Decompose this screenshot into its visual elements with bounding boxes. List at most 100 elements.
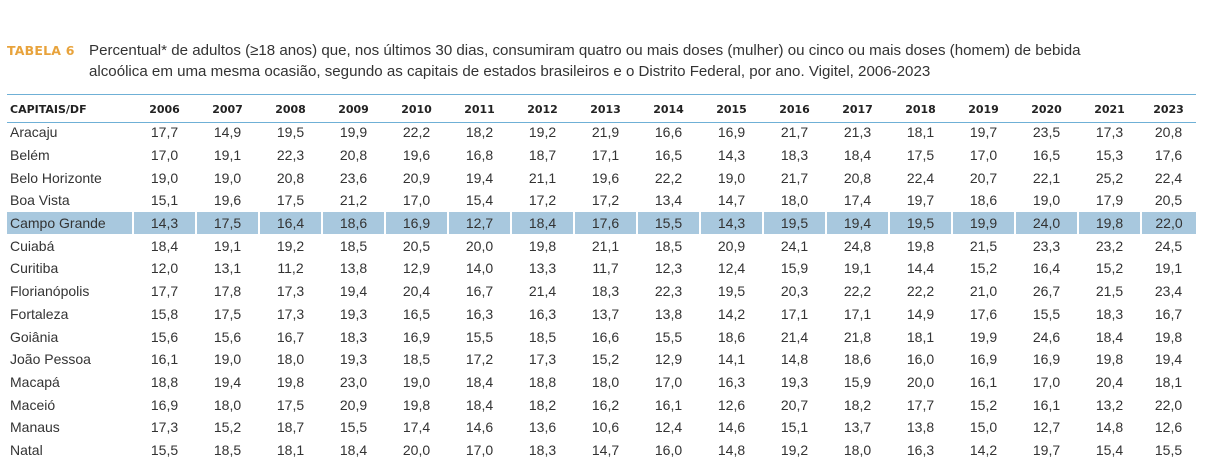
table-cell-value: 19,7 bbox=[1032, 441, 1061, 458]
table-cell-value: 15,2 bbox=[1095, 260, 1124, 277]
table-cell-value: 19,1 bbox=[213, 237, 242, 254]
table-cell-value: 16,9 bbox=[385, 211, 449, 235]
table-cell-value: 18,5 bbox=[213, 441, 242, 458]
table-cell-value: 20,0 bbox=[402, 441, 431, 458]
table-cell-value: 16,1 bbox=[1032, 396, 1061, 413]
column-header-year: 2020 bbox=[1031, 102, 1062, 116]
table-cell-value: 17,3 bbox=[528, 351, 557, 368]
table-cell-value: 19,6 bbox=[402, 147, 431, 164]
table-cell-value: 16,7 bbox=[1154, 305, 1183, 322]
table-cell-value: 19,2 bbox=[780, 441, 809, 458]
table-cell-value: 16,5 bbox=[1032, 147, 1061, 164]
table-cell-value: 18,1 bbox=[1154, 373, 1183, 390]
table-cell-value: 15,6 bbox=[213, 328, 242, 345]
table-cell-value: 20,9 bbox=[339, 396, 368, 413]
table-cell-value: 21,1 bbox=[591, 237, 620, 254]
table-cell-value: 16,3 bbox=[906, 441, 935, 458]
table-cell-value: 19,8 bbox=[528, 237, 557, 254]
table-row: Fortaleza 15,8 17,5 17,3 19,3 16,5 16,3 16,3 13,… bbox=[7, 303, 1196, 326]
table-cell-value: 14,7 bbox=[591, 441, 620, 458]
row-capital-name: Campo Grande bbox=[7, 211, 134, 235]
column-header-year: 2023 bbox=[1153, 102, 1184, 116]
table-cell-value: 18,0 bbox=[591, 373, 620, 390]
table-cell-value: 22,3 bbox=[654, 283, 683, 300]
table-cell-value: 17,3 bbox=[276, 305, 305, 322]
column-header-year: 2017 bbox=[842, 102, 873, 116]
table-cell-value: 20,8 bbox=[339, 147, 368, 164]
table-cell-value: 18,0 bbox=[780, 192, 809, 209]
table-cell-value: 21,9 bbox=[591, 124, 620, 141]
table-cell-value: 18,3 bbox=[339, 328, 368, 345]
table-cell-value: 12,4 bbox=[717, 260, 746, 277]
table-cell-value: 19,8 bbox=[402, 396, 431, 413]
table-cell-value: 15,1 bbox=[780, 419, 809, 436]
table-cell-value: 14,8 bbox=[1095, 419, 1124, 436]
table-cell-value: 16,5 bbox=[654, 147, 683, 164]
table-cell-value: 14,0 bbox=[465, 260, 494, 277]
row-capital-name: Goiânia bbox=[10, 328, 59, 345]
table-cell-value: 10,6 bbox=[591, 419, 620, 436]
table-cell-value: 20,8 bbox=[1154, 124, 1183, 141]
table-cell-value: 17,5 bbox=[276, 396, 305, 413]
table-cell-value: 18,4 bbox=[843, 147, 872, 164]
table-cell-value: 12,6 bbox=[717, 396, 746, 413]
table-cell-value: 18,0 bbox=[276, 351, 305, 368]
table-row: Manaus 17,3 15,2 18,7 15,5 17,4 14,6 13,6 10,6 12… bbox=[7, 416, 1196, 439]
table-cell-value: 15,2 bbox=[213, 419, 242, 436]
table-cell-value: 21,3 bbox=[843, 124, 872, 141]
table-cell-value: 21,8 bbox=[843, 328, 872, 345]
table-cell-value: 20,4 bbox=[402, 283, 431, 300]
table-cell-value: 14,3 bbox=[717, 147, 746, 164]
table-cell-value: 19,1 bbox=[213, 147, 242, 164]
table-cell-value: 17,7 bbox=[150, 283, 179, 300]
table-cell-value: 14,2 bbox=[717, 305, 746, 322]
table-number-label: TABELA 6 bbox=[7, 43, 75, 58]
table-row: Natal 15,5 18,5 18,1 18,4 20,0 17,0 18,3 14,7 16,… bbox=[7, 439, 1196, 462]
table-cell-value: 23,4 bbox=[1154, 283, 1183, 300]
table-cell-value: 17,7 bbox=[150, 124, 179, 141]
table-cell-value: 18,5 bbox=[654, 237, 683, 254]
table-cell-value: 21,7 bbox=[780, 124, 809, 141]
table-cell-value: 12,0 bbox=[150, 260, 179, 277]
table-cell-value: 17,1 bbox=[780, 305, 809, 322]
table-cell-value: 15,2 bbox=[969, 260, 998, 277]
row-capital-name: Belém bbox=[10, 147, 50, 164]
column-header-year: 2021 bbox=[1094, 102, 1125, 116]
table-cell-value: 18,5 bbox=[339, 237, 368, 254]
table-cell-value: 17,3 bbox=[276, 283, 305, 300]
table-cell-value: 20,0 bbox=[906, 373, 935, 390]
table-cell-value: 17,0 bbox=[1032, 373, 1061, 390]
table-cell-value: 20,7 bbox=[969, 169, 998, 186]
table-cell-value: 17,4 bbox=[402, 419, 431, 436]
column-header-year: 2007 bbox=[212, 102, 243, 116]
table-cell-value: 13,6 bbox=[528, 419, 557, 436]
table-cell-value: 16,7 bbox=[276, 328, 305, 345]
table-cell-value: 13,4 bbox=[654, 192, 683, 209]
table-title-line-2: alcoólica em uma mesma ocasião, segundo … bbox=[89, 63, 931, 80]
table-cell-value: 17,0 bbox=[969, 147, 998, 164]
table-cell-value: 21,4 bbox=[780, 328, 809, 345]
table-row: Campo Grande 14,3 17,5 16,4 18,6 16,9 12,7 18,4… bbox=[7, 211, 1196, 235]
table-cell-value: 19,7 bbox=[969, 124, 998, 141]
table-cell-value: 19,0 bbox=[1032, 192, 1061, 209]
table-cell-value: 18,5 bbox=[402, 351, 431, 368]
table-cell-value: 15,5 bbox=[339, 419, 368, 436]
table-cell-value: 14,7 bbox=[717, 192, 746, 209]
table-cell-value: 19,8 bbox=[906, 237, 935, 254]
table-top-rule bbox=[7, 94, 1196, 95]
table-cell-value: 16,3 bbox=[528, 305, 557, 322]
table-cell-value: 17,1 bbox=[591, 147, 620, 164]
table-cell-value: 18,7 bbox=[528, 147, 557, 164]
table-cell-value: 12,6 bbox=[1154, 419, 1183, 436]
table-cell-value: 18,4 bbox=[465, 396, 494, 413]
table-cell-value: 16,6 bbox=[591, 328, 620, 345]
table-cell-value: 15,3 bbox=[1095, 147, 1124, 164]
table-row: Macapá 18,8 19,4 19,8 23,0 19,0 18,4 18,8 18,0 17… bbox=[7, 371, 1196, 394]
table-cell-value: 19,0 bbox=[717, 169, 746, 186]
table-row: Aracaju 17,7 14,9 19,5 19,9 22,2 18,2 19,2 21,9 1… bbox=[7, 121, 1196, 144]
table-cell-value: 16,4 bbox=[259, 211, 323, 235]
table-cell-value: 14,4 bbox=[906, 260, 935, 277]
table-cell-value: 19,0 bbox=[150, 169, 179, 186]
table-cell-value: 15,2 bbox=[969, 396, 998, 413]
table-cell-value: 19,0 bbox=[213, 169, 242, 186]
